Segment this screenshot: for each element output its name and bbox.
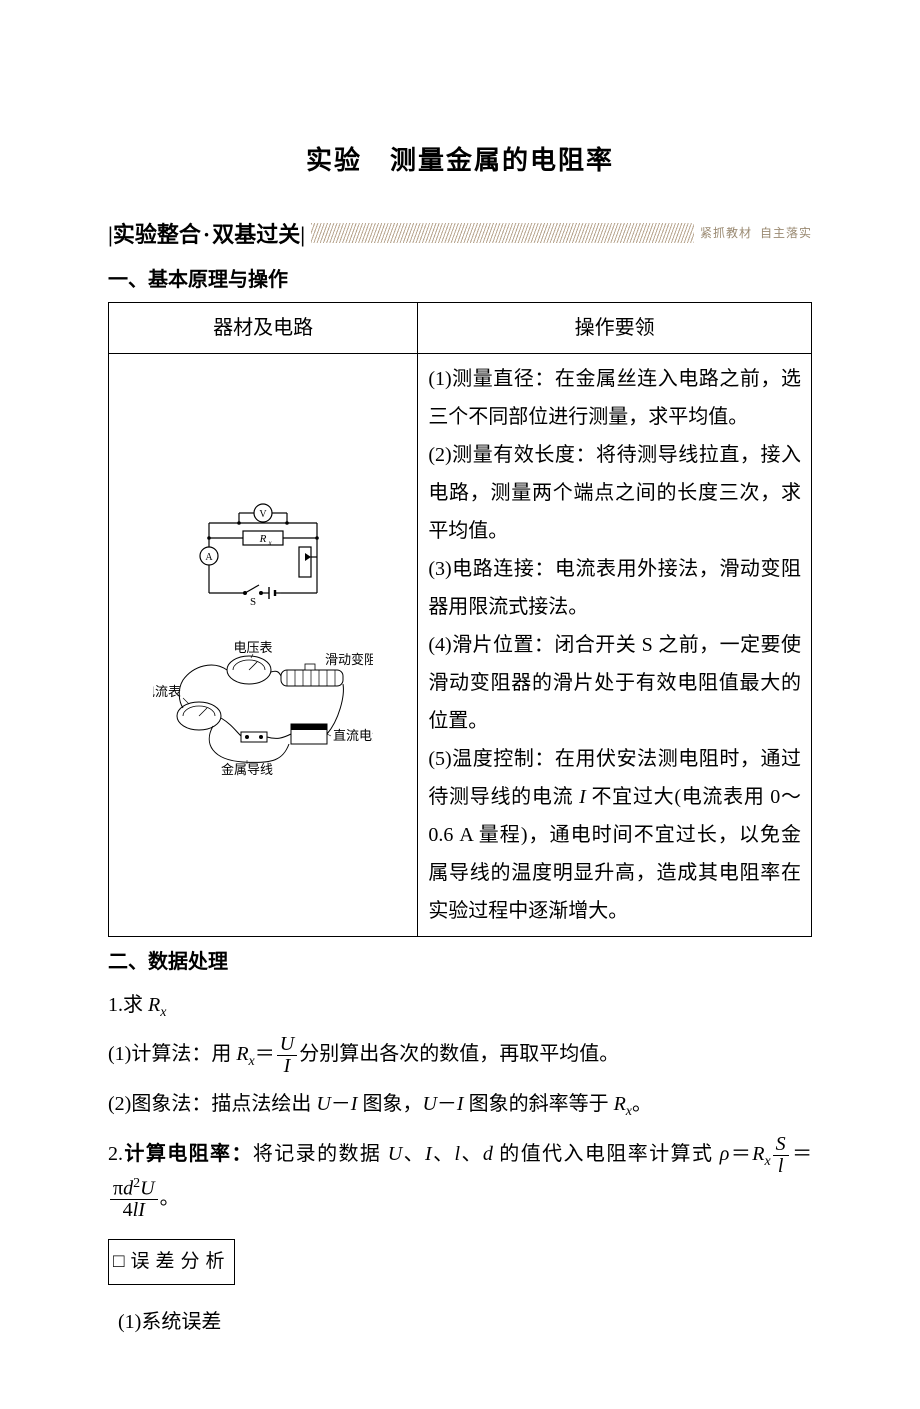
banner-text-2: 双基过关	[212, 222, 300, 247]
dp2sub: x	[249, 1054, 255, 1069]
frac3-U: U	[140, 1177, 154, 1199]
dp4I: I	[425, 1143, 432, 1165]
dp2b: 分别算出各次的数值，再取平均值。	[299, 1043, 619, 1065]
equipment-table: 器材及电路 操作要领 V	[108, 302, 812, 937]
frac-UI: UI	[277, 1034, 297, 1077]
op-4: (4)滑片位置：闭合开关 S 之前，一定要使滑动变阻器的滑片处于有效电阻值最大的…	[428, 626, 801, 740]
svg-text:V: V	[260, 509, 268, 520]
page-title: 实验 测量金属的电阻率	[108, 140, 812, 177]
svg-text:滑动变阻器: 滑动变阻器	[325, 652, 373, 667]
section-banner: |实验整合·双基过关| 紧抓教材 自主落实	[108, 217, 812, 249]
svg-text:R: R	[259, 533, 267, 545]
op-5: (5)温度控制：在用伏安法测电阻时，通过待测导线的电流 I 不宜过大(电流表用 …	[428, 740, 801, 930]
frac2-den: l	[773, 1156, 789, 1177]
dp3a: (2)图象法：描点法绘出	[108, 1093, 316, 1115]
banner-hatching	[311, 223, 694, 243]
dp2a: (1)计算法：用	[108, 1043, 236, 1065]
operations-cell: (1)测量直径：在金属丝连入电路之前，选三个不同部位进行测量，求平均值。 (2)…	[418, 354, 812, 937]
svg-text:直流电源: 直流电源	[333, 728, 373, 743]
banner-text-1: 实验整合	[113, 222, 201, 247]
dp-line1: 1.求 Rx	[108, 984, 812, 1027]
frac-Sl: Sl	[773, 1134, 789, 1177]
svg-text:金属导线: 金属导线	[221, 762, 273, 777]
frac3-I: I	[138, 1199, 145, 1221]
dp3U2: U	[422, 1093, 436, 1115]
frac-pid2U: πd2U4lI	[110, 1177, 158, 1222]
dp4a: 2.	[108, 1143, 123, 1165]
frac1-den: I	[277, 1056, 297, 1077]
dp4s1: 、	[402, 1143, 425, 1165]
dp4rho: ρ	[720, 1143, 730, 1165]
dp2rx: R	[236, 1043, 248, 1065]
dp1a: 1.求	[108, 994, 148, 1016]
frac3-d: d	[123, 1177, 133, 1199]
banner-right-1: 紧抓教材	[700, 226, 752, 240]
frac3-num: πd2U	[110, 1177, 158, 1201]
dp4Rx: R	[752, 1143, 764, 1165]
op-3: (3)电路连接：电流表用外接法，滑动变阻器用限流式接法。	[428, 550, 801, 626]
dp3f: 图象的斜率等于	[464, 1093, 614, 1115]
var-I: I	[579, 786, 586, 808]
section-banner-left: |实验整合·双基过关|	[108, 217, 305, 249]
dp4s2: 、	[432, 1143, 455, 1165]
banner-sep: ·	[201, 222, 212, 247]
dp-line3: (2)图象法：描点法绘出 U－I 图象，U－I 图象的斜率等于 Rx。	[108, 1083, 812, 1126]
dp4c: 的值代入电阻率计算式	[493, 1143, 720, 1165]
dp4s3: 、	[460, 1143, 483, 1165]
dp3Rx: R	[614, 1093, 626, 1115]
col-header-equipment: 器材及电路	[109, 303, 418, 354]
frac3-pi: π	[113, 1177, 123, 1199]
dp4e: 。	[160, 1187, 180, 1209]
svg-text:电流表: 电流表	[153, 684, 181, 699]
apparatus-diagram: 电压表 电流表 滑动变阻器 直流电源 金属导线	[153, 640, 373, 780]
frac3-den: 4lI	[110, 1200, 158, 1221]
dp3dash2: －	[437, 1093, 457, 1115]
dp4eq2: ＝	[791, 1143, 812, 1165]
dp-line4: 2.计算电阻率：将记录的数据 U、I、l、d 的值代入电阻率计算式 ρ＝RxSl…	[108, 1133, 812, 1222]
dp3g: 。	[632, 1093, 652, 1115]
circuit-diagram: V R x A	[183, 501, 343, 611]
svg-text:A: A	[206, 552, 214, 563]
dp4bold: 计算电阻率：	[123, 1143, 253, 1165]
dp4eq1: ＝	[729, 1143, 752, 1165]
op-2: (2)测量有效长度：将待测导线拉直，接入电路，测量两个端点之间的长度三次，求平均…	[428, 436, 801, 550]
dp4d: d	[483, 1143, 493, 1165]
col-header-operations: 操作要领	[418, 303, 812, 354]
error-analysis-heading: □误差分析	[108, 1239, 235, 1285]
op-1: (1)测量直径：在金属丝连入电路之前，选三个不同部位进行测量，求平均值。	[428, 360, 801, 436]
heading-data-processing: 二、数据处理	[108, 945, 812, 974]
equipment-cell: V R x A	[109, 354, 418, 937]
dp-line2: (1)计算法：用 Rx＝UI分别算出各次的数值，再取平均值。	[108, 1033, 812, 1077]
dp4sub: x	[764, 1154, 770, 1169]
data-processing-body: 1.求 Rx (1)计算法：用 Rx＝UI分别算出各次的数值，再取平均值。 (2…	[108, 984, 812, 1343]
frac1-num: U	[277, 1034, 297, 1056]
dp3dash1: －	[331, 1093, 351, 1115]
svg-text:电压表: 电压表	[234, 640, 273, 655]
dp1c: x	[160, 1005, 166, 1020]
svg-text:S: S	[250, 596, 256, 608]
dp3U1: U	[316, 1093, 330, 1115]
frac2-num: S	[773, 1134, 789, 1156]
dp4b: 将记录的数据	[253, 1143, 388, 1165]
dp4U: U	[388, 1143, 402, 1165]
banner-right: 紧抓教材 自主落实	[700, 224, 812, 243]
dp3e: 图象，	[357, 1093, 422, 1115]
banner-right-2: 自主落实	[760, 226, 812, 240]
error-p1: (1)系统误差	[108, 1301, 812, 1343]
heading-principles: 一、基本原理与操作	[108, 263, 812, 292]
dp1b: R	[148, 994, 160, 1016]
dp3I2: I	[457, 1093, 464, 1115]
